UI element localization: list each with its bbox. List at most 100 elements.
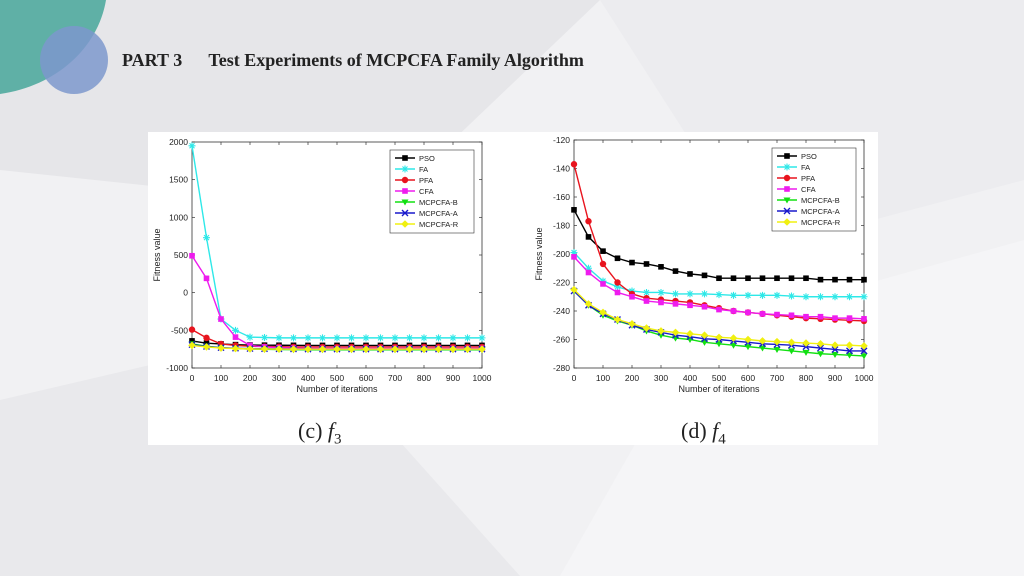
series-mcpcfa-b-point [744, 344, 752, 351]
series-mcpcfa-r-point [333, 345, 341, 353]
series-cfa-point [687, 302, 693, 309]
x-tick-label: 0 [572, 373, 577, 383]
legend-marker-cfa [784, 186, 790, 192]
series-mcpcfa-r-point [217, 344, 225, 352]
series-mcpcfa-b-point [802, 349, 810, 356]
series-cfa-point [571, 254, 577, 260]
series-mcpcfa-a-point [860, 347, 868, 355]
legend-marker-mcpcfa-r [401, 220, 409, 228]
series-cfa-point [232, 334, 239, 340]
series-mcpcfa-b-point [773, 346, 781, 353]
series-mcpcfa-r-point [613, 315, 622, 324]
series-fa-point [246, 333, 254, 341]
y-tick-label: -1000 [166, 363, 188, 373]
series-fa-point [657, 288, 665, 296]
series-mcpcfa-r-point [434, 345, 443, 353]
y-tick-label: 1500 [169, 175, 188, 185]
series-pso-point [600, 248, 606, 254]
series-pso-point [846, 276, 853, 283]
series-mcpcfa-r-point [686, 330, 694, 338]
series-cfa-point [745, 309, 751, 316]
x-tick-label: 300 [272, 373, 286, 383]
series-fa-point [860, 293, 868, 301]
series-mcpcfa-b-point [715, 341, 723, 348]
series-fa-point [319, 334, 326, 342]
series-fa-point [420, 334, 428, 342]
legend-marker-mcpcfa-a [401, 209, 409, 217]
series-mcpcfa-r-point [671, 328, 680, 337]
x-tick-label: 800 [799, 373, 813, 383]
series-fa-point [686, 290, 694, 298]
legend-label-mcpcfa-r: MCPCFA-R [419, 220, 459, 229]
legend-marker-fa [783, 163, 791, 171]
series-fa-point [261, 333, 268, 341]
series-pso-point [701, 272, 708, 279]
series-cfa-point [585, 269, 592, 276]
series-mcpcfa-a-point [846, 347, 853, 355]
series-fa-point [377, 334, 384, 342]
legend-label-mcpcfa-b: MCPCFA-B [419, 198, 458, 207]
legend-marker-pfa [783, 174, 791, 182]
figure-panel: 0 100 200 300 400 500 600 700 800 900 1000 -1000 -50… [148, 132, 878, 448]
series-mcpcfa-r-point [376, 345, 385, 353]
series-cfa-point [832, 315, 838, 321]
legend-label-mcpcfa-a: MCPCFA-A [801, 207, 840, 216]
x-tick-label: 100 [596, 373, 610, 383]
series-fa-point [599, 277, 607, 285]
series-pso-point [658, 264, 664, 270]
series-fa-point [585, 264, 592, 272]
blue-circle-shape [40, 26, 108, 94]
series-pfa-point [203, 334, 210, 342]
series-mcpcfa-b-point [846, 352, 853, 359]
legend-box [389, 149, 475, 234]
legend-marker-fa [401, 165, 409, 173]
slide-title: Test Experiments of MCPCFA Family Algori… [208, 50, 584, 70]
series-fa-point [715, 291, 723, 299]
series-mcpcfa-r-point [405, 345, 414, 353]
legend-label-fa: FA [801, 163, 810, 172]
series-cfa-point [658, 299, 664, 306]
y-axis-label: Fitness value [534, 227, 544, 280]
legend-marker-mcpcfa-b [401, 199, 409, 206]
series-fa-point [846, 293, 853, 301]
series-mcpcfa-b-point [860, 353, 868, 360]
legend-marker-mcpcfa-a [783, 207, 791, 215]
series-cfa-point [759, 311, 766, 317]
y-tick-label: -500 [171, 325, 188, 335]
series-cfa-point [817, 313, 824, 320]
series-mcpcfa-r-point [202, 343, 211, 351]
series-fa-point [464, 334, 471, 342]
series-fa-point [817, 293, 824, 301]
series-mcpcfa-r-point [729, 334, 738, 342]
series-mcpcfa-r-point [347, 345, 356, 353]
y-tick-label: -120 [553, 135, 570, 145]
series-pso-point [629, 259, 635, 266]
series-mcpcfa-r-point [845, 341, 854, 349]
series-cfa-point [218, 316, 224, 322]
legend-label-cfa: CFA [801, 185, 816, 194]
series-mcpcfa-r-point [391, 345, 399, 353]
series-mcpcfa-r-point [246, 345, 254, 353]
series-pso-point [672, 268, 679, 274]
x-tick-label: 400 [301, 373, 315, 383]
series-mcpcfa-r-point [289, 345, 298, 353]
x-tick-label: 200 [625, 373, 639, 383]
series-cfa-point [643, 298, 650, 304]
x-tick-label: 600 [741, 373, 755, 383]
chart-0: 0 100 200 300 400 500 600 700 800 900 1000 -1000 -50… [152, 137, 492, 394]
series-cfa-point [774, 311, 780, 318]
y-tick-label: -180 [553, 221, 570, 231]
series-mcpcfa-b-point [788, 348, 795, 355]
bg-facet [0, 330, 520, 576]
series-fa-point [232, 326, 239, 334]
x-tick-label: 500 [712, 373, 726, 383]
series-fa-point [188, 142, 196, 150]
series-fa-point [672, 290, 679, 298]
series-cfa-point [701, 303, 708, 310]
x-tick-label: 300 [654, 373, 668, 383]
slide-header: PART 3 Test Experiments of MCPCFA Family… [122, 50, 584, 71]
series-fa-point [570, 249, 578, 257]
y-tick-label: -220 [553, 278, 570, 288]
series-fa-point [362, 334, 370, 342]
caption-c-subscript: 3 [334, 431, 342, 448]
